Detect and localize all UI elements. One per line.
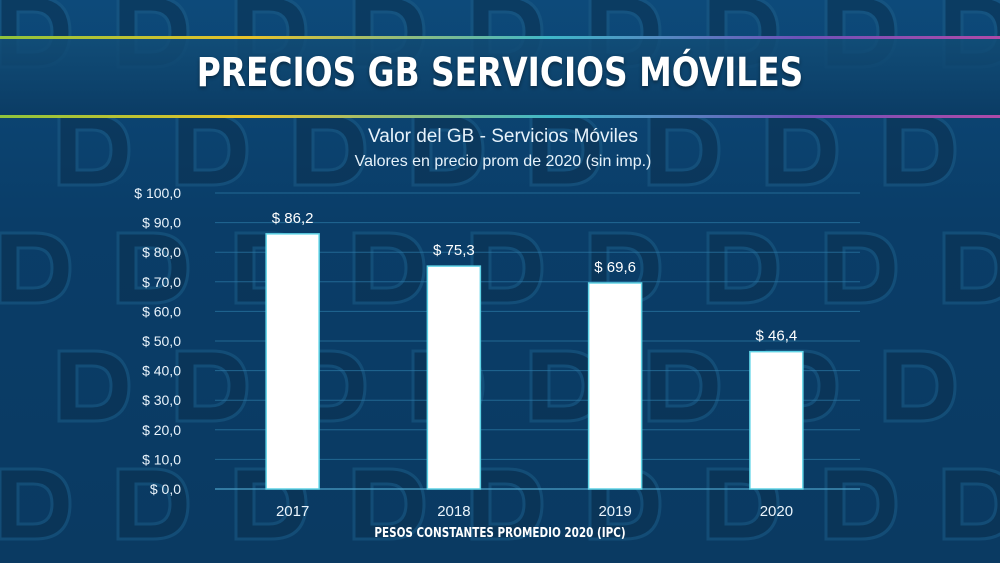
y-tick-label: $ 70,0: [142, 274, 181, 290]
watermark-d-icon: [706, 231, 780, 305]
watermark-d-icon: [470, 467, 544, 541]
page-title: PRECIOS GB SERVICIOS MÓVILES: [196, 50, 804, 96]
watermark-d-icon: [0, 231, 72, 305]
watermark-d-icon: [942, 467, 1000, 541]
bars: [265, 233, 804, 490]
bar-2019: [587, 282, 643, 490]
y-tick-label: $ 80,0: [142, 244, 181, 260]
data-label-2017: $ 86,2: [272, 210, 314, 227]
watermark-d-icon: [57, 349, 131, 423]
watermark-d-icon: [175, 349, 249, 423]
y-tick-label: $ 10,0: [142, 451, 181, 467]
watermark-d-icon: [883, 113, 957, 187]
y-tick-label: $ 0,0: [150, 481, 181, 497]
watermark-d-icon: [647, 349, 721, 423]
x-axis-categories: 2017 2018 2019 2020: [276, 503, 793, 520]
bar-2020: [749, 350, 804, 490]
watermark-d-icon: [883, 349, 957, 423]
watermark-d-icon: [0, 467, 72, 541]
data-label-2019: $ 69,6: [594, 259, 636, 276]
data-label-2018: $ 75,3: [433, 242, 475, 259]
y-tick-label: $ 50,0: [142, 333, 181, 349]
watermark-d-icon: [647, 113, 721, 187]
x-category-label: 2017: [276, 503, 309, 520]
watermark-d-icon: [824, 231, 898, 305]
bar-2017: [265, 233, 320, 490]
chart-subtitle: Valores en precio prom de 2020 (sin imp.…: [355, 153, 652, 170]
watermark-d-icon: [470, 231, 544, 305]
x-category-label: 2020: [760, 503, 793, 520]
watermark-d-icon: [352, 467, 426, 541]
watermark-d-icon: [293, 113, 367, 187]
x-category-label: 2018: [437, 503, 470, 520]
chart-title: Valor del GB - Servicios Móviles: [368, 126, 638, 147]
y-tick-label: $ 20,0: [142, 422, 181, 438]
y-tick-label: $ 30,0: [142, 392, 181, 408]
watermark-d-icon: [942, 231, 1000, 305]
title-band: [0, 36, 1000, 118]
data-label-2020: $ 46,4: [756, 328, 798, 345]
bar-2018: [426, 265, 482, 490]
footnote: PESOS CONSTANTES PROMEDIO 2020 (IPC): [374, 526, 626, 541]
watermark-d-icon: [116, 467, 190, 541]
y-tick-label: $ 40,0: [142, 363, 181, 379]
y-tick-label: $ 100,0: [134, 185, 181, 201]
watermark-d-icon: [824, 467, 898, 541]
title-divider-top: [0, 36, 1000, 39]
y-tick-label: $ 60,0: [142, 303, 181, 319]
watermark-d-icon: [116, 231, 190, 305]
y-tick-label: $ 90,0: [142, 215, 181, 231]
data-labels: $ 86,2 $ 75,3 $ 69,6 $ 46,4: [272, 210, 797, 345]
x-category-label: 2019: [598, 503, 631, 520]
watermark-d-icon: [352, 231, 426, 305]
title-divider-bottom: [0, 115, 1000, 118]
y-axis-ticks: $ 0,0 $ 10,0 $ 20,0 $ 30,0 $ 40,0 $ 50,0 $ 60,…: [134, 185, 181, 497]
